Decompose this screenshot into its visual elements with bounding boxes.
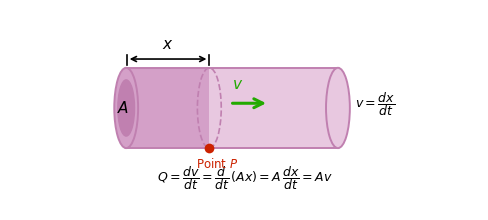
Ellipse shape <box>114 68 138 148</box>
Text: $x$: $x$ <box>162 37 174 52</box>
Text: $v$: $v$ <box>232 77 243 92</box>
Text: $Q = \dfrac{dv}{dt} = \dfrac{d}{dt}\,(Ax) = A\,\dfrac{dx}{dt} = Av$: $Q = \dfrac{dv}{dt} = \dfrac{d}{dt}\,(Ax… <box>158 165 333 192</box>
Polygon shape <box>126 68 338 148</box>
Text: Point $P$: Point $P$ <box>196 157 238 171</box>
Text: $A$: $A$ <box>117 100 129 116</box>
Polygon shape <box>126 68 209 147</box>
Ellipse shape <box>118 80 135 136</box>
Text: $v = \dfrac{dx}{dt}$: $v = \dfrac{dx}{dt}$ <box>355 90 395 118</box>
Ellipse shape <box>326 68 350 148</box>
